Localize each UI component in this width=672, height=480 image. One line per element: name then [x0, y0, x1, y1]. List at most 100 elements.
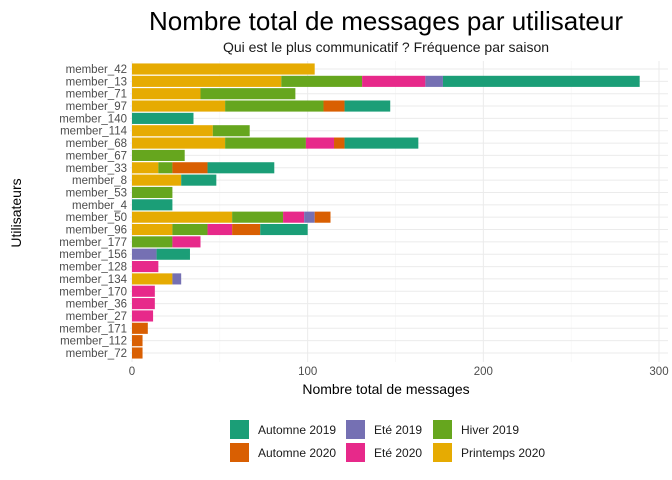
bar-segment — [132, 162, 159, 174]
bar-segment — [132, 75, 282, 87]
bar-segment — [344, 100, 391, 112]
bar-segment — [207, 162, 275, 174]
bar-segment — [132, 322, 148, 334]
y-tick-label: member_36 — [66, 299, 127, 311]
y-tick-label: member_97 — [66, 101, 127, 113]
y-tick-labels: member_42member_13member_71member_97memb… — [59, 64, 127, 360]
bar-segment — [132, 347, 143, 359]
y-tick-label: member_8 — [72, 175, 127, 187]
bar-segment — [304, 211, 315, 223]
legend-item: Eté 2019 — [346, 420, 422, 439]
y-tick-label: member_112 — [60, 336, 127, 348]
y-tick-label: member_171 — [59, 323, 127, 335]
legend-swatch — [346, 443, 365, 462]
x-tick-labels: 0 100 200 300 — [129, 366, 669, 378]
legend-swatch — [346, 420, 365, 439]
y-tick-label: member_53 — [66, 187, 127, 199]
legend-label: Automne 2019 — [258, 423, 336, 437]
y-tick-label: member_140 — [59, 113, 127, 125]
y-tick-label: member_96 — [66, 225, 127, 237]
bar-segment — [260, 223, 308, 236]
legend-label: Eté 2020 — [374, 446, 422, 460]
bar-segment — [132, 186, 173, 199]
legend-item: Printemps 2020 — [433, 443, 545, 462]
legend-item: Hiver 2019 — [433, 420, 519, 439]
y-tick-label: member_177 — [59, 237, 127, 249]
legend-swatch — [230, 443, 249, 462]
legend-item: Automne 2020 — [230, 443, 336, 462]
x-tick-label: 200 — [474, 366, 493, 378]
bar-segment — [132, 211, 233, 223]
bar-segment — [132, 298, 155, 310]
bar-segment — [181, 174, 217, 186]
y-tick-label: member_27 — [66, 311, 127, 323]
bar-segment — [172, 236, 201, 248]
bar-segment — [425, 75, 443, 87]
legend-item: Automne 2019 — [230, 420, 336, 439]
bar-segment — [283, 211, 305, 223]
legend-label: Hiver 2019 — [461, 423, 519, 437]
x-axis-title: Nombre total de messages — [302, 381, 469, 397]
y-tick-label: member_67 — [66, 150, 127, 162]
y-tick-label: member_114 — [60, 126, 128, 138]
bar-segment — [362, 75, 426, 87]
y-tick-label: member_68 — [66, 138, 127, 150]
legend-label: Printemps 2020 — [461, 446, 545, 460]
bar-segment — [132, 199, 173, 211]
bar-segment — [158, 162, 173, 174]
bar-segment — [156, 248, 190, 260]
bar-segment — [232, 223, 261, 236]
legend-item: Eté 2020 — [346, 443, 422, 462]
bar-segment — [132, 261, 159, 273]
bar-segment — [323, 100, 345, 112]
legend-label: Eté 2019 — [374, 423, 422, 437]
y-tick-label: member_156 — [59, 249, 127, 261]
y-tick-label: member_170 — [59, 286, 127, 298]
bar-segment — [225, 137, 306, 149]
bar-segment — [132, 149, 185, 161]
bar-segment — [132, 236, 173, 248]
y-tick-label: member_134 — [59, 274, 127, 286]
bar-segment — [132, 174, 182, 186]
legend: Automne 2019 Automne 2020 Eté 2019 Eté 2020… — [230, 420, 545, 462]
bar-segment — [305, 137, 335, 149]
bar-segment — [172, 162, 208, 174]
y-tick-label: member_72 — [66, 348, 127, 360]
bar-segment — [132, 88, 201, 100]
y-tick-label: member_128 — [59, 262, 127, 274]
legend-swatch — [433, 420, 452, 439]
legend-label: Automne 2020 — [258, 446, 336, 460]
bar-segment — [200, 88, 296, 100]
bar-segment — [232, 211, 284, 223]
y-tick-label: member_4 — [72, 200, 128, 212]
bar-segment — [172, 273, 182, 285]
bar-segment — [132, 335, 143, 347]
x-tick-label: 100 — [298, 366, 317, 378]
y-tick-label: member_42 — [66, 64, 127, 76]
x-tick-label: 300 — [649, 366, 668, 378]
y-tick-label: member_50 — [66, 212, 127, 224]
bar-segment — [132, 125, 213, 137]
bar-segment — [225, 100, 324, 112]
bar-segment — [132, 137, 226, 149]
x-tick-label: 0 — [129, 366, 135, 378]
y-tick-label: member_71 — [66, 89, 127, 101]
bar-segment — [212, 125, 250, 137]
y-tick-label: member_13 — [66, 76, 127, 88]
bar-segment — [132, 273, 173, 285]
bar-segment — [314, 211, 331, 223]
bars — [132, 63, 640, 359]
bar-segment — [132, 310, 154, 322]
bar-segment — [334, 137, 345, 149]
bar-segment — [172, 223, 208, 236]
y-axis-title: Utilisateurs — [8, 178, 24, 247]
bar-segment — [442, 75, 640, 87]
bar-segment — [132, 112, 194, 124]
bar-segment — [132, 100, 226, 112]
chart-subtitle: Qui est le plus communicatif ? Fréquence… — [223, 39, 549, 55]
y-tick-label: member_33 — [66, 163, 127, 175]
legend-swatch — [433, 443, 452, 462]
bar-segment — [132, 248, 157, 260]
